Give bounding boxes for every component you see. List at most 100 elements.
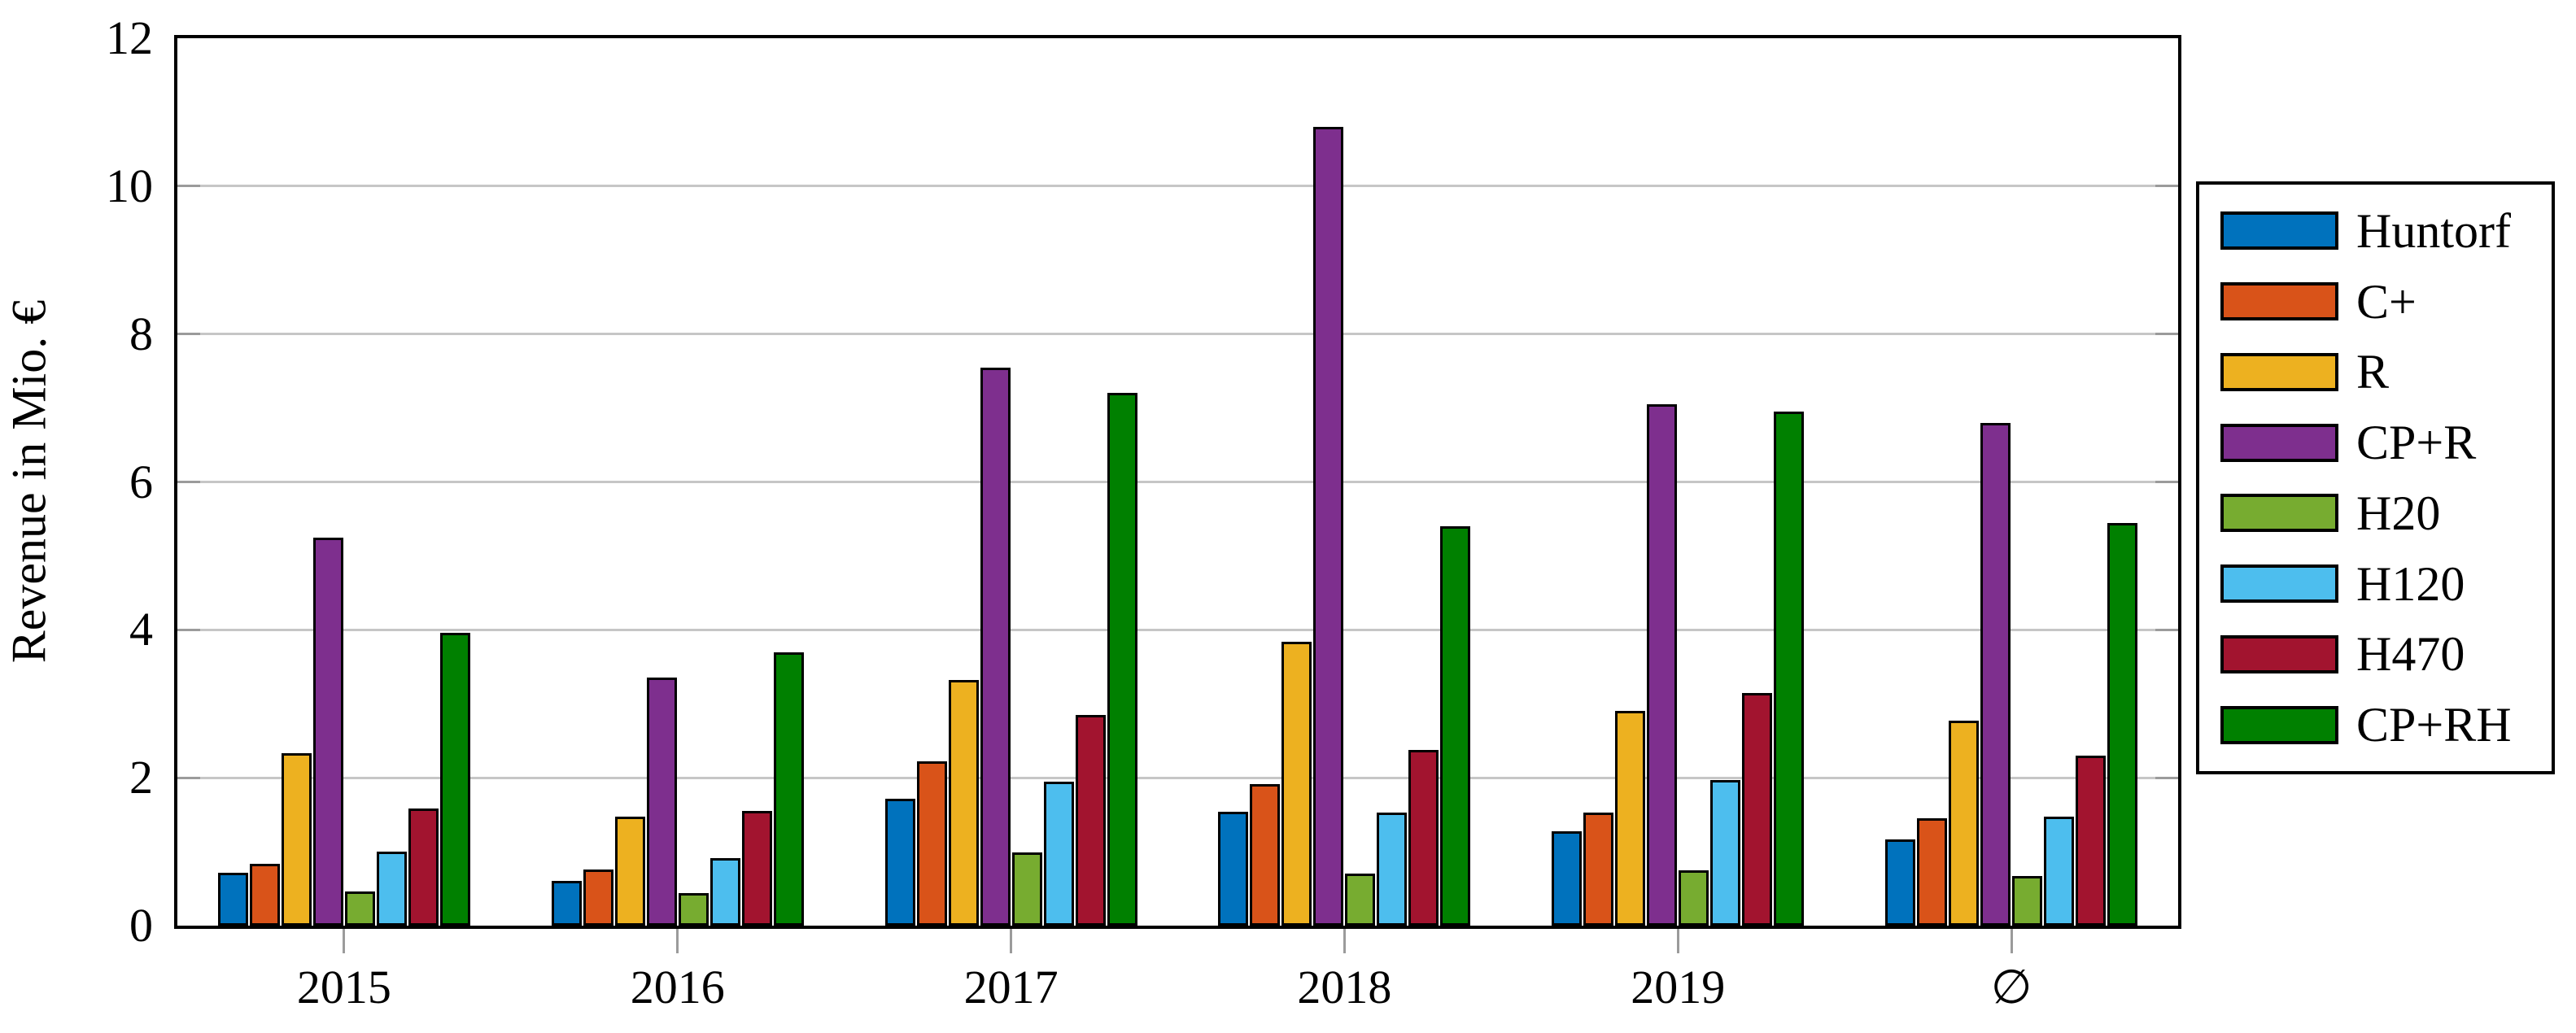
plot-area: [174, 35, 2181, 929]
bar-H20-2017: [1011, 852, 1042, 926]
bar-H20-2016: [678, 893, 709, 926]
y-tick-mark-left-6: [177, 481, 200, 483]
x-tick-label-2016: 2016: [630, 961, 725, 1013]
bar-CP+RH-∅: [2107, 523, 2138, 926]
bar-H20-∅: [2012, 876, 2043, 926]
x-tick-label-2019: 2019: [1631, 961, 1726, 1013]
y-tick-label-10: 10: [106, 159, 153, 212]
bar-H120-2017: [1043, 782, 1074, 926]
x-tick-mark-∅: [2010, 929, 2013, 953]
y-tick-mark-right-10: [2155, 185, 2178, 188]
bar-CP+R-2019: [1647, 404, 1678, 926]
bar-R-2015: [281, 753, 312, 926]
x-tick-label-2017: 2017: [963, 961, 1059, 1013]
legend-label-R: R: [2356, 345, 2390, 399]
bar-C+-∅: [1917, 818, 1948, 926]
legend-label-Huntorf: Huntorf: [2356, 203, 2511, 258]
y-tick-label-8: 8: [129, 307, 153, 360]
bar-C+-2019: [1583, 813, 1614, 926]
bar-H470-∅: [2076, 756, 2107, 926]
bar-R-2018: [1281, 642, 1312, 926]
legend-label-H470: H470: [2356, 627, 2465, 682]
gridline-10: [177, 185, 2178, 188]
bar-H120-2018: [1377, 813, 1408, 926]
bar-Huntorf-2017: [884, 799, 915, 926]
bar-H470-2017: [1075, 715, 1106, 926]
y-tick-mark-left-8: [177, 333, 200, 336]
x-tick-label-2015: 2015: [296, 961, 391, 1013]
legend-item-R: R: [2199, 347, 2552, 396]
bar-H470-2015: [408, 809, 439, 926]
gridline-6: [177, 481, 2178, 483]
x-tick-mark-2019: [1676, 929, 1679, 953]
bar-Huntorf-2016: [551, 881, 582, 926]
legend-swatch-R: [2220, 352, 2338, 391]
bar-Huntorf-2018: [1218, 812, 1249, 926]
legend-item-H20: H20: [2199, 489, 2552, 538]
bar-Huntorf-2019: [1552, 831, 1583, 926]
legend: Huntorf C+ R CP+R H20 H120 H470 CP+RH: [2196, 181, 2555, 774]
x-tick-mark-2015: [343, 929, 346, 953]
y-tick-mark-right-6: [2155, 481, 2178, 483]
y-tick-mark-right-4: [2155, 628, 2178, 631]
legend-item-C+: C+: [2199, 277, 2552, 326]
legend-item-CP+RH: CP+RH: [2199, 700, 2552, 749]
bar-C+-2016: [583, 870, 613, 926]
bar-H120-∅: [2044, 817, 2075, 926]
legend-swatch-H120: [2220, 564, 2338, 604]
x-tick-label-2018: 2018: [1297, 961, 1392, 1013]
bar-H470-2016: [741, 811, 772, 926]
legend-label-H120: H120: [2356, 556, 2465, 611]
bar-CP+RH-2015: [439, 633, 470, 926]
y-tick-mark-left-2: [177, 776, 200, 779]
legend-swatch-H20: [2220, 494, 2338, 533]
y-tick-label-12: 12: [106, 11, 153, 64]
legend-swatch-H470: [2220, 634, 2338, 673]
bar-H470-2019: [1742, 693, 1773, 926]
bar-H120-2019: [1710, 780, 1741, 926]
bar-C+-2018: [1250, 784, 1281, 926]
bar-CP+R-∅: [1980, 423, 2011, 926]
legend-item-CP+R: CP+R: [2199, 418, 2552, 467]
y-tick-mark-right-2: [2155, 776, 2178, 779]
legend-label-CP+RH: CP+RH: [2356, 698, 2512, 752]
bar-H120-2016: [709, 858, 740, 926]
x-tick-label-∅: ∅: [1990, 961, 2032, 1013]
legend-item-H120: H120: [2199, 560, 2552, 608]
legend-item-Huntorf: Huntorf: [2199, 207, 2552, 255]
legend-label-C+: C+: [2356, 274, 2417, 329]
legend-label-CP+R: CP+R: [2356, 416, 2477, 470]
bar-H20-2019: [1679, 870, 1709, 926]
legend-label-H20: H20: [2356, 486, 2441, 540]
bar-R-2019: [1615, 711, 1646, 926]
bar-H120-2015: [376, 852, 407, 926]
bar-H470-2018: [1408, 750, 1439, 926]
bar-CP+RH-2016: [773, 652, 804, 926]
legend-item-H470: H470: [2199, 630, 2552, 678]
x-tick-mark-2018: [1343, 929, 1346, 953]
legend-swatch-C+: [2220, 282, 2338, 321]
legend-swatch-CP+R: [2220, 423, 2338, 462]
y-tick-label-6: 6: [129, 455, 153, 508]
bar-H20-2018: [1345, 874, 1376, 926]
y-tick-mark-right-8: [2155, 333, 2178, 336]
bar-CP+R-2015: [312, 538, 343, 926]
bar-CP+RH-2018: [1440, 526, 1471, 926]
bar-CP+RH-2017: [1107, 393, 1137, 926]
bar-H20-2015: [344, 891, 375, 926]
legend-swatch-Huntorf: [2220, 211, 2338, 251]
gridline-2: [177, 776, 2178, 779]
bar-R-2016: [614, 817, 645, 926]
y-tick-mark-left-10: [177, 185, 200, 188]
bar-CP+R-2018: [1313, 127, 1344, 926]
bar-C+-2017: [916, 761, 947, 926]
bar-CP+RH-2019: [1774, 412, 1805, 926]
y-tick-label-0: 0: [129, 899, 153, 952]
gridline-8: [177, 333, 2178, 336]
y-tick-mark-left-4: [177, 628, 200, 631]
bar-Huntorf-2015: [217, 873, 248, 926]
bar-Huntorf-∅: [1885, 839, 1916, 926]
bar-CP+R-2016: [646, 678, 677, 926]
gridline-4: [177, 628, 2178, 631]
